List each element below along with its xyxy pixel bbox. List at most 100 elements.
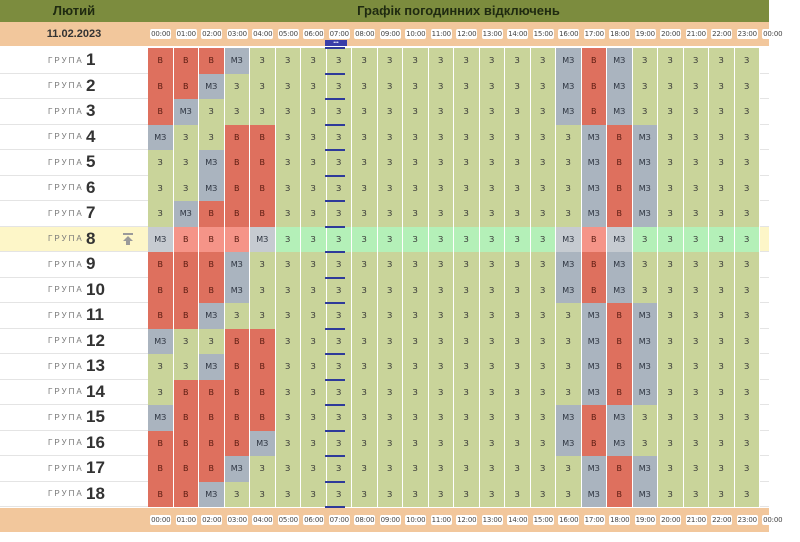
hour-cell[interactable]: З [505, 430, 531, 456]
hour-cell[interactable]: З [709, 379, 735, 405]
hour-cell[interactable]: З [530, 73, 556, 99]
hour-cell[interactable]: З [275, 124, 301, 150]
hour-cell[interactable]: В [148, 99, 174, 125]
hour-cell[interactable]: З [709, 124, 735, 150]
hour-cell[interactable]: З [326, 48, 352, 74]
hour-cell[interactable]: З [326, 405, 352, 431]
hour-cell[interactable]: В [148, 430, 174, 456]
hour-cell[interactable]: З [505, 328, 531, 354]
hour-cell[interactable]: З [658, 277, 684, 303]
hour-cell[interactable]: З [479, 303, 505, 329]
hour-cell[interactable]: З [530, 430, 556, 456]
hour-cell[interactable]: З [454, 430, 480, 456]
hour-cell[interactable]: В [250, 354, 276, 380]
group-row-15[interactable]: ГРУПА 15 МЗ В В В В З З З З З З З З З З З МЗ В МЗ З З З З З [0, 405, 769, 431]
hour-cell[interactable]: З [352, 354, 378, 380]
hour-cell[interactable]: З [326, 456, 352, 482]
hour-cell[interactable]: З [505, 175, 531, 201]
hour-cell[interactable]: З [403, 175, 429, 201]
hour-cell[interactable]: З [326, 481, 352, 507]
hour-cell[interactable]: З [505, 405, 531, 431]
hour-cell[interactable]: З [326, 124, 352, 150]
hour-cell[interactable]: З [530, 150, 556, 176]
hour-cell[interactable]: МЗ [556, 226, 582, 252]
hour-cell[interactable]: В [173, 481, 199, 507]
hour-cell[interactable]: З [428, 124, 454, 150]
hour-cell[interactable]: З [275, 73, 301, 99]
hour-cell[interactable]: В [148, 277, 174, 303]
hour-cell[interactable]: З [377, 277, 403, 303]
hour-cell[interactable]: З [403, 277, 429, 303]
hour-cell[interactable]: З [632, 405, 658, 431]
hour-cell[interactable]: З [403, 354, 429, 380]
hour-cell[interactable]: З [250, 99, 276, 125]
hour-cell[interactable]: З [275, 201, 301, 227]
hour-cell[interactable]: З [403, 48, 429, 74]
hour-cell[interactable]: В [173, 48, 199, 74]
hour-cell[interactable]: МЗ [148, 405, 174, 431]
hour-cell[interactable]: З [658, 430, 684, 456]
hour-cell[interactable]: З [275, 456, 301, 482]
hour-cell[interactable]: З [505, 481, 531, 507]
hour-cell[interactable]: З [148, 201, 174, 227]
hour-cell[interactable]: В [224, 405, 250, 431]
hour-cell[interactable]: З [428, 456, 454, 482]
hour-cell[interactable]: З [556, 328, 582, 354]
hour-cell[interactable]: З [275, 303, 301, 329]
hour-cell[interactable]: З [403, 99, 429, 125]
hour-cell[interactable]: З [734, 456, 760, 482]
hour-cell[interactable]: З [556, 354, 582, 380]
hour-cell[interactable]: З [479, 277, 505, 303]
hour-cell[interactable]: В [607, 379, 633, 405]
hour-cell[interactable]: З [428, 430, 454, 456]
hour-cell[interactable]: З [250, 48, 276, 74]
hour-cell[interactable]: МЗ [199, 303, 225, 329]
hour-cell[interactable]: З [148, 354, 174, 380]
hour-cell[interactable]: З [530, 252, 556, 278]
hour-cell[interactable]: З [377, 48, 403, 74]
hour-cell[interactable]: МЗ [607, 99, 633, 125]
hour-cell[interactable]: З [505, 150, 531, 176]
hour-cell[interactable]: В [581, 48, 607, 74]
hour-cell[interactable]: З [632, 252, 658, 278]
hour-cell[interactable]: З [224, 73, 250, 99]
hour-cell[interactable]: З [505, 99, 531, 125]
hour-cell[interactable]: З [326, 99, 352, 125]
hour-cell[interactable]: З [479, 201, 505, 227]
hour-cell[interactable]: З [377, 430, 403, 456]
hour-cell[interactable]: МЗ [581, 150, 607, 176]
hour-cell[interactable]: В [607, 150, 633, 176]
hour-cell[interactable]: З [428, 175, 454, 201]
hour-cell[interactable]: З [275, 226, 301, 252]
hour-cell[interactable]: В [224, 379, 250, 405]
hour-cell[interactable]: З [454, 48, 480, 74]
hour-cell[interactable]: З [224, 99, 250, 125]
hour-cell[interactable]: В [607, 328, 633, 354]
hour-cell[interactable]: З [326, 379, 352, 405]
hour-cell[interactable]: З [530, 277, 556, 303]
hour-cell[interactable]: З [658, 379, 684, 405]
hour-cell[interactable]: З [428, 73, 454, 99]
hour-cell[interactable]: З [709, 175, 735, 201]
hour-cell[interactable]: З [250, 303, 276, 329]
hour-cell[interactable]: В [581, 73, 607, 99]
hour-cell[interactable]: МЗ [607, 252, 633, 278]
hour-cell[interactable]: З [326, 354, 352, 380]
hour-cell[interactable]: З [454, 354, 480, 380]
hour-cell[interactable]: В [199, 379, 225, 405]
hour-cell[interactable]: МЗ [607, 73, 633, 99]
hour-cell[interactable]: МЗ [632, 328, 658, 354]
hour-cell[interactable]: В [224, 430, 250, 456]
hour-cell[interactable]: З [250, 252, 276, 278]
hour-cell[interactable]: З [454, 252, 480, 278]
hour-cell[interactable]: МЗ [607, 48, 633, 74]
hour-cell[interactable]: З [709, 430, 735, 456]
hour-cell[interactable]: З [479, 354, 505, 380]
group-row-17[interactable]: ГРУПА 17 В В В МЗ З З З З З З З З З З З З З МЗ В МЗ З З З З [0, 456, 769, 482]
hour-cell[interactable]: МЗ [581, 303, 607, 329]
hour-cell[interactable]: З [173, 124, 199, 150]
hour-cell[interactable]: В [607, 456, 633, 482]
hour-cell[interactable]: З [301, 328, 327, 354]
hour-cell[interactable]: В [148, 252, 174, 278]
hour-cell[interactable]: З [683, 328, 709, 354]
